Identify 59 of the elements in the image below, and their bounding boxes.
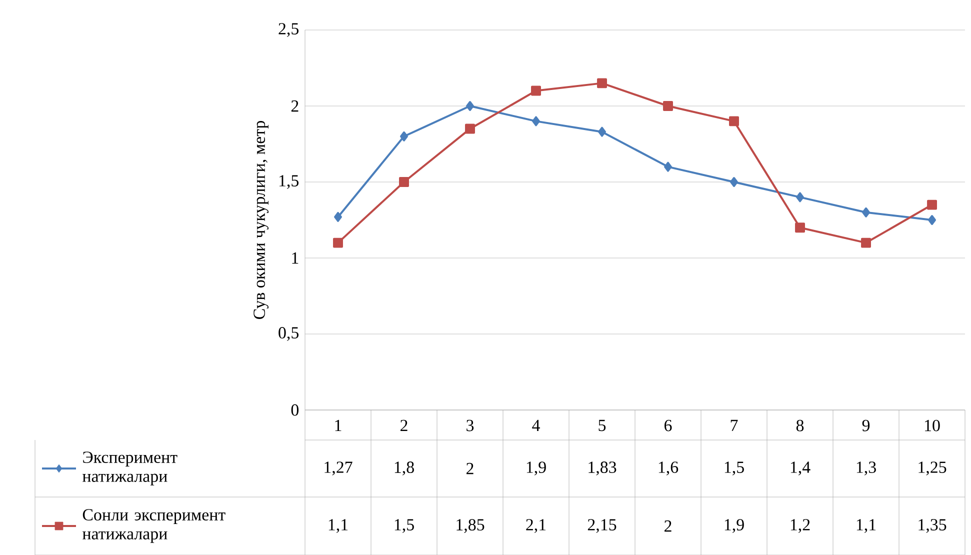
data-label: 1,1 xyxy=(856,519,876,533)
data-label: 2,15 xyxy=(588,519,616,533)
y-tick-label: 1 xyxy=(292,252,298,264)
point xyxy=(465,124,475,134)
data-label: 1,27 xyxy=(324,462,352,476)
data-label: 1,8 xyxy=(394,462,414,476)
data-label: 1,6 xyxy=(658,462,678,476)
data-label: 1,35 xyxy=(918,519,946,533)
data-label: 1,2 xyxy=(790,519,810,533)
y-tick-label: 0,5 xyxy=(278,327,299,341)
data-label: 1,5 xyxy=(724,462,744,476)
y-tick-label: 2 xyxy=(291,100,298,112)
y-axis-title: Сув окими чукурлиги, метр xyxy=(254,121,268,319)
point xyxy=(663,101,673,111)
data-label: 1,25 xyxy=(918,462,946,476)
point xyxy=(399,177,409,187)
point xyxy=(400,131,408,142)
data-label: 1,1 xyxy=(328,519,348,533)
point xyxy=(729,116,739,126)
y-tick-label: 2,5 xyxy=(278,23,299,37)
legend-label: Сонли эксперимент натижалари xyxy=(82,509,226,543)
point xyxy=(664,162,672,172)
point xyxy=(795,222,805,233)
point xyxy=(597,78,607,88)
data-label: 2 xyxy=(664,520,672,532)
data-label: 1,5 xyxy=(394,519,414,533)
x-tick-label: 10 xyxy=(925,420,940,432)
point xyxy=(796,192,804,202)
x-tick-label: 2 xyxy=(400,420,408,432)
x-tick-label: 3 xyxy=(466,420,474,432)
data-label: 1,85 xyxy=(456,519,484,533)
point xyxy=(927,200,937,210)
x-tick-label: 1 xyxy=(335,420,342,432)
data-label: 1,9 xyxy=(724,519,744,533)
point xyxy=(928,215,936,225)
x-tick-label: 4 xyxy=(532,420,540,431)
point xyxy=(862,207,870,218)
x-tick-label: 5 xyxy=(598,420,606,432)
point xyxy=(334,212,342,222)
x-tick-label: 8 xyxy=(796,420,804,432)
point xyxy=(531,86,541,96)
point xyxy=(861,238,871,248)
y-tick-label: 0 xyxy=(291,404,299,416)
point xyxy=(333,238,343,248)
x-tick-label: 6 xyxy=(664,420,672,432)
point xyxy=(466,101,474,111)
point xyxy=(598,126,606,137)
x-tick-label: 7 xyxy=(730,420,738,431)
data-label: 1,83 xyxy=(588,462,616,476)
legend-label: Эксперимент натижалари xyxy=(82,452,178,486)
x-tick-label: 9 xyxy=(862,420,870,432)
data-label: 1,4 xyxy=(790,462,810,476)
data-label: 2,1 xyxy=(526,519,546,533)
data-label: 2 xyxy=(466,462,474,474)
data-label: 1,9 xyxy=(526,462,546,476)
data-label: 1,3 xyxy=(856,462,876,476)
y-tick-label: 1,5 xyxy=(279,175,299,189)
point xyxy=(532,116,540,126)
point xyxy=(730,177,738,187)
